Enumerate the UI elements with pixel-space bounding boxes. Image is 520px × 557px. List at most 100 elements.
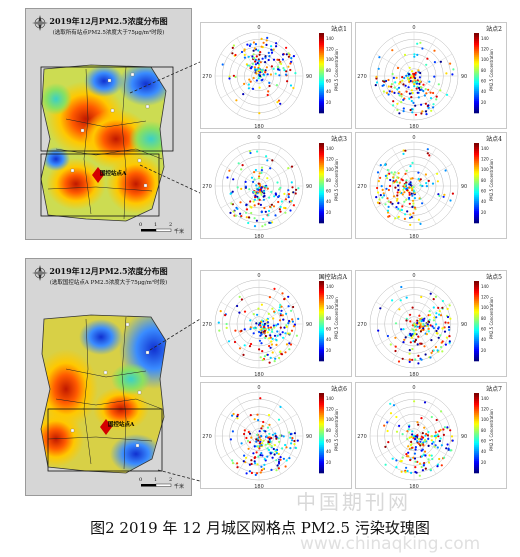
data-point	[425, 92, 428, 95]
scale-2: 2	[169, 222, 173, 228]
colorbar-segment	[319, 81, 324, 84]
data-point	[276, 65, 279, 68]
data-point	[295, 446, 298, 450]
data-point	[254, 326, 257, 329]
colorbar-segment	[319, 71, 324, 74]
data-point	[424, 110, 428, 113]
data-point	[438, 313, 441, 316]
data-point	[406, 210, 409, 213]
data-point	[254, 60, 257, 63]
data-point	[280, 309, 283, 312]
colorbar-segment	[474, 313, 479, 316]
data-point	[229, 192, 232, 195]
data-point	[432, 327, 435, 330]
data-point	[250, 459, 253, 462]
colorbar-segment	[474, 333, 479, 336]
colorbar-segment	[319, 197, 324, 200]
data-point	[418, 76, 421, 79]
scale2-unit: 千米	[174, 484, 185, 490]
data-point	[411, 306, 414, 309]
data-point	[432, 106, 435, 109]
colorbar-segment	[319, 341, 324, 344]
data-point	[409, 332, 412, 335]
colorbar-segment	[319, 405, 324, 408]
data-point	[292, 86, 295, 90]
data-point	[448, 340, 451, 343]
data-point	[259, 74, 262, 78]
data-point	[275, 84, 278, 87]
data-point	[261, 57, 264, 60]
data-point	[257, 182, 260, 185]
colorbar-segment	[319, 153, 324, 156]
data-point	[396, 194, 399, 197]
data-point	[376, 201, 380, 204]
data-point	[287, 322, 290, 325]
data-point	[411, 430, 414, 433]
data-point	[394, 322, 398, 325]
data-point	[256, 463, 259, 466]
data-point	[403, 191, 406, 194]
data-point	[403, 53, 407, 56]
angular-gridline	[391, 397, 415, 437]
colorbar-segment	[474, 195, 479, 198]
colorbar-segment	[319, 201, 324, 204]
data-point	[416, 42, 419, 45]
data-point	[255, 440, 258, 443]
data-point	[271, 433, 274, 436]
data-point	[259, 320, 263, 323]
data-point	[256, 192, 259, 195]
colorbar-segment	[474, 65, 479, 68]
colorbar-segment	[319, 297, 324, 300]
colorbar-segment	[319, 191, 324, 194]
angular-gridline	[375, 53, 415, 77]
colorbar-segment	[319, 99, 324, 102]
data-point	[269, 221, 272, 224]
angular-gridline	[220, 413, 260, 437]
data-point	[394, 186, 397, 189]
data-point	[259, 454, 262, 457]
data-point	[421, 436, 425, 439]
colorbar-segment	[474, 77, 479, 80]
data-point	[231, 430, 234, 433]
data-point	[436, 349, 439, 352]
colorbar-segment	[319, 175, 324, 178]
data-point	[413, 53, 416, 56]
data-point	[429, 468, 432, 471]
data-point	[261, 442, 264, 445]
data-point	[279, 326, 282, 329]
data-point	[226, 176, 229, 179]
colorbar-tick-label: 120	[481, 295, 489, 300]
data-point	[419, 330, 422, 333]
data-point	[252, 332, 255, 335]
data-point	[420, 442, 423, 445]
colorbar-segment	[319, 157, 324, 160]
data-point	[408, 186, 411, 189]
data-point	[288, 332, 291, 335]
figure-caption: 图2 2019 年 12 月城区网格点 PM2.5 污染玫瑰图	[90, 519, 430, 537]
data-point	[396, 176, 399, 179]
colorbar-segment	[474, 351, 479, 354]
data-point	[284, 73, 288, 76]
data-point	[404, 183, 407, 186]
data-point	[414, 438, 417, 441]
scale2-2: 2	[169, 477, 173, 483]
data-point	[408, 216, 412, 220]
data-point	[261, 78, 264, 81]
colorbar-segment	[474, 199, 479, 202]
data-point	[392, 176, 395, 179]
colorbar-segment	[474, 69, 479, 72]
data-point	[435, 329, 438, 333]
data-point	[244, 185, 247, 188]
data-point	[407, 455, 410, 458]
colorbar-segment	[319, 423, 324, 426]
data-point	[260, 37, 263, 40]
colorbar-segment	[319, 187, 324, 190]
colorbar-segment	[474, 405, 479, 408]
data-point	[255, 438, 258, 441]
data-point	[257, 419, 260, 422]
data-point	[386, 429, 389, 433]
colorbar-tick-label: 140	[326, 36, 334, 41]
data-point	[394, 345, 397, 348]
colorbar-segment	[474, 163, 479, 166]
data-point	[234, 329, 237, 332]
